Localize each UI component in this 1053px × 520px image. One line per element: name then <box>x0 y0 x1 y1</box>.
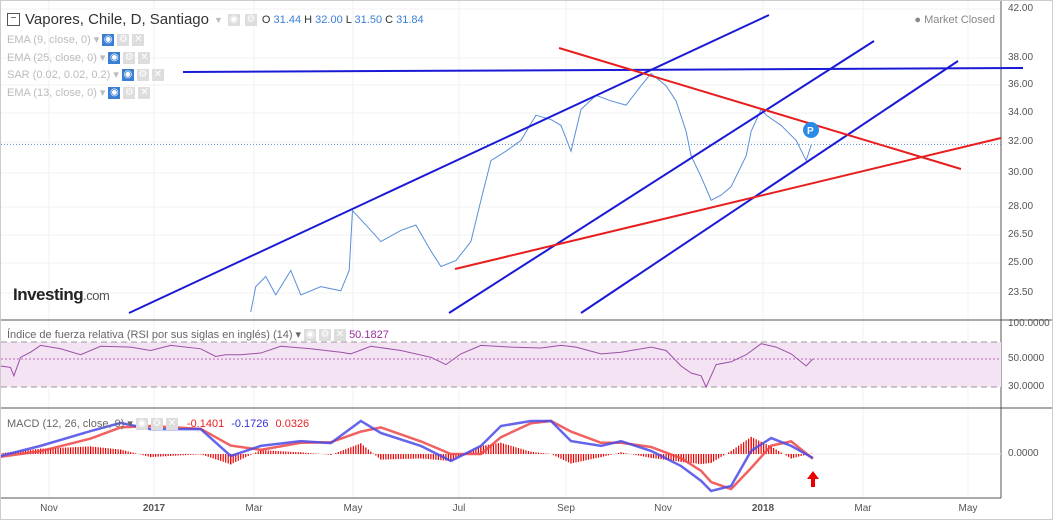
price-tick: 34.00 <box>1008 107 1034 118</box>
dropdown-icon[interactable]: ▼ <box>214 14 223 25</box>
price-tick: 32.00 <box>1008 136 1034 147</box>
rsi-legend[interactable]: Índice de fuerza relativa (RSI por sus s… <box>7 328 389 341</box>
rsi-value: 50.1827 <box>349 328 389 341</box>
hist-value: 0.0326 <box>275 417 310 430</box>
blue-trend-line <box>128 14 770 314</box>
price-tick: 23.50 <box>1008 287 1034 298</box>
rsi-band <box>1 342 1001 387</box>
blue-trend-line <box>580 60 959 314</box>
blue-trend-line <box>448 40 875 314</box>
price-tick: 28.00 <box>1008 201 1034 212</box>
publish-marker-icon <box>803 122 819 138</box>
close-icon[interactable]: ✕ <box>151 68 164 81</box>
close-icon[interactable]: ✕ <box>165 417 178 430</box>
market-status: ● Market Closed <box>914 14 995 26</box>
eye-icon[interactable]: ◉ <box>102 33 115 46</box>
rsi-tick: 50.0000 <box>1008 353 1045 364</box>
gear-icon[interactable]: ⚙ <box>319 328 332 341</box>
symbol-title[interactable]: Vapores, Chile, D, Santiago <box>25 11 209 28</box>
price-tick: 26.50 <box>1008 229 1034 240</box>
rsi-tick: 30.0000 <box>1008 381 1045 392</box>
macd-line <box>1 419 814 493</box>
publish-marker-label: P <box>807 126 814 137</box>
eye-icon[interactable]: ◉ <box>108 86 121 99</box>
gear-icon[interactable]: ⚙ <box>123 51 136 64</box>
indicator-sar[interactable]: SAR (0.02, 0.02, 0.2) ▾ ◉ ⚙ ✕ <box>7 68 164 81</box>
close-icon[interactable]: ✕ <box>138 51 151 64</box>
macd-value: -0.1401 <box>186 417 225 430</box>
gear-icon[interactable]: ⚙ <box>150 417 163 430</box>
price-line <box>250 72 812 313</box>
signal-value: -0.1726 <box>231 417 269 430</box>
time-label: May <box>958 503 978 514</box>
time-label: May <box>343 503 363 514</box>
up-arrow-icon <box>807 471 819 487</box>
price-tick: 38.00 <box>1008 52 1034 63</box>
price-tick: 36.00 <box>1008 79 1034 90</box>
collapse-icon[interactable]: − <box>7 13 20 26</box>
eye-icon[interactable]: ◉ <box>121 68 134 81</box>
time-label: Jul <box>452 503 466 514</box>
ohlc-values: O 31.44 H 32.00 L 31.50 C 31.84 <box>261 13 424 26</box>
eye-icon[interactable]: ◉ <box>304 328 317 341</box>
price-tick: 30.00 <box>1008 167 1034 178</box>
time-label: Nov <box>654 503 672 514</box>
gear-icon[interactable]: ⚙ <box>136 68 149 81</box>
time-label: 2017 <box>142 503 166 514</box>
price-tick: 25.00 <box>1008 257 1034 268</box>
close-icon[interactable]: ✕ <box>334 328 347 341</box>
time-label: 2018 <box>751 503 775 514</box>
investing-logo: Investing.com <box>13 285 110 304</box>
chart-title-bar: − Vapores, Chile, D, Santiago ▼ ◉ ⚙ O 31.… <box>7 11 424 28</box>
time-label: Sep <box>557 503 575 514</box>
time-label: Nov <box>40 503 58 514</box>
macd-legend[interactable]: MACD (12, 26, close, 9) ▾ ◉ ⚙ ✕ -0.1401 -0… <box>7 417 310 430</box>
close-icon[interactable]: ✕ <box>138 86 151 99</box>
gear-icon[interactable]: ⚙ <box>123 86 136 99</box>
time-label: Mar <box>854 503 872 514</box>
rsi-line <box>1 343 814 389</box>
indicator-ema9[interactable]: EMA (9, close, 0) ▾ ◉ ⚙ ✕ <box>7 33 145 46</box>
rsi-tick: 100.0000 <box>1008 318 1050 329</box>
red-trend-line <box>558 47 962 170</box>
macd-tick: 0.0000 <box>1008 448 1039 459</box>
gear-icon[interactable]: ⚙ <box>244 13 257 26</box>
eye-icon[interactable]: ◉ <box>227 13 240 26</box>
close-icon[interactable]: ✕ <box>132 33 145 46</box>
price-tick: 42.00 <box>1008 3 1034 14</box>
red-trend-line <box>454 137 1002 270</box>
indicator-ema25[interactable]: EMA (25, close, 0) ▾ ◉ ⚙ ✕ <box>7 51 151 64</box>
time-label: Mar <box>245 503 263 514</box>
eye-icon[interactable]: ◉ <box>108 51 121 64</box>
eye-icon[interactable]: ◉ <box>135 417 148 430</box>
gear-icon[interactable]: ⚙ <box>117 33 130 46</box>
indicator-ema13[interactable]: EMA (13, close, 0) ▾ ◉ ⚙ ✕ <box>7 86 151 99</box>
blue-trend-line <box>182 67 1024 73</box>
